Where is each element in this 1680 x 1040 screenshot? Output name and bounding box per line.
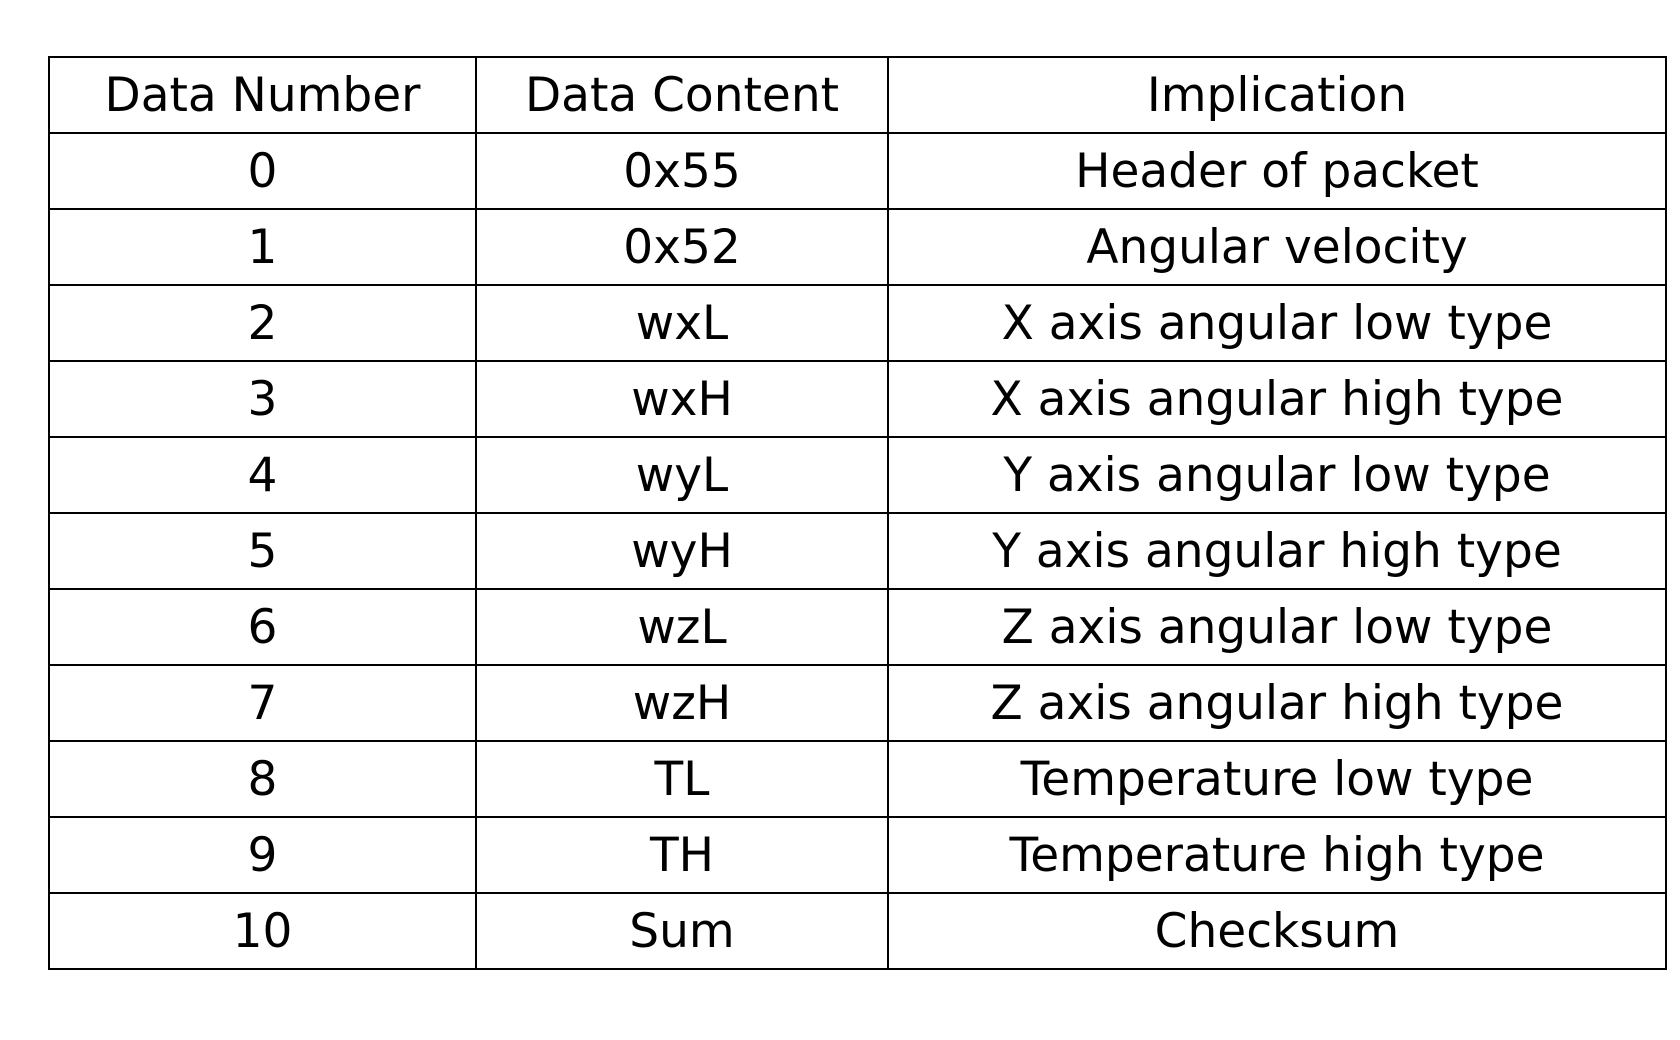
cell-data-content: wzL bbox=[475, 588, 889, 666]
table-row: 2 wxL X axis angular low type bbox=[48, 284, 1667, 362]
table-row: 1 0x52 Angular velocity bbox=[48, 208, 1667, 286]
table-row: 10 Sum Checksum bbox=[48, 892, 1667, 970]
cell-implication: Z axis angular high type bbox=[887, 664, 1667, 742]
cell-data-number: 4 bbox=[48, 436, 477, 514]
cell-data-number: 0 bbox=[48, 132, 477, 210]
cell-implication: Y axis angular low type bbox=[887, 436, 1667, 514]
table-row: 8 TL Temperature low type bbox=[48, 740, 1667, 818]
cell-data-content: wxL bbox=[475, 284, 889, 362]
cell-data-content: wyL bbox=[475, 436, 889, 514]
cell-implication: Checksum bbox=[887, 892, 1667, 970]
table-row: 9 TH Temperature high type bbox=[48, 816, 1667, 894]
table-container: Data Number Data Content Implication 0 0… bbox=[48, 56, 1667, 970]
cell-implication: Angular velocity bbox=[887, 208, 1667, 286]
table-row: 5 wyH Y axis angular high type bbox=[48, 512, 1667, 590]
cell-implication: Z axis angular low type bbox=[887, 588, 1667, 666]
cell-data-content: 0x55 bbox=[475, 132, 889, 210]
cell-data-content: Sum bbox=[475, 892, 889, 970]
cell-implication: Y axis angular high type bbox=[887, 512, 1667, 590]
packet-data-table: Data Number Data Content Implication 0 0… bbox=[48, 56, 1667, 970]
table-row: 4 wyL Y axis angular low type bbox=[48, 436, 1667, 514]
cell-implication: X axis angular high type bbox=[887, 360, 1667, 438]
cell-data-content: wyH bbox=[475, 512, 889, 590]
cell-implication: Temperature low type bbox=[887, 740, 1667, 818]
cell-data-number: 6 bbox=[48, 588, 477, 666]
header-data-number: Data Number bbox=[48, 56, 477, 134]
header-implication: Implication bbox=[887, 56, 1667, 134]
cell-data-number: 5 bbox=[48, 512, 477, 590]
cell-data-number: 10 bbox=[48, 892, 477, 970]
cell-data-number: 7 bbox=[48, 664, 477, 742]
cell-data-number: 2 bbox=[48, 284, 477, 362]
cell-data-number: 1 bbox=[48, 208, 477, 286]
cell-data-content: TH bbox=[475, 816, 889, 894]
header-data-content: Data Content bbox=[475, 56, 889, 134]
table-row: 7 wzH Z axis angular high type bbox=[48, 664, 1667, 742]
cell-data-number: 9 bbox=[48, 816, 477, 894]
cell-data-content: wzH bbox=[475, 664, 889, 742]
cell-implication: Temperature high type bbox=[887, 816, 1667, 894]
cell-data-content: wxH bbox=[475, 360, 889, 438]
cell-data-content: 0x52 bbox=[475, 208, 889, 286]
cell-data-number: 3 bbox=[48, 360, 477, 438]
table-body: 0 0x55 Header of packet 1 0x52 Angular v… bbox=[48, 132, 1667, 970]
header-row: Data Number Data Content Implication bbox=[48, 56, 1667, 134]
table-row: 6 wzL Z axis angular low type bbox=[48, 588, 1667, 666]
cell-data-content: TL bbox=[475, 740, 889, 818]
table-header: Data Number Data Content Implication bbox=[48, 56, 1667, 134]
cell-implication: Header of packet bbox=[887, 132, 1667, 210]
table-row: 3 wxH X axis angular high type bbox=[48, 360, 1667, 438]
table-row: 0 0x55 Header of packet bbox=[48, 132, 1667, 210]
cell-implication: X axis angular low type bbox=[887, 284, 1667, 362]
cell-data-number: 8 bbox=[48, 740, 477, 818]
